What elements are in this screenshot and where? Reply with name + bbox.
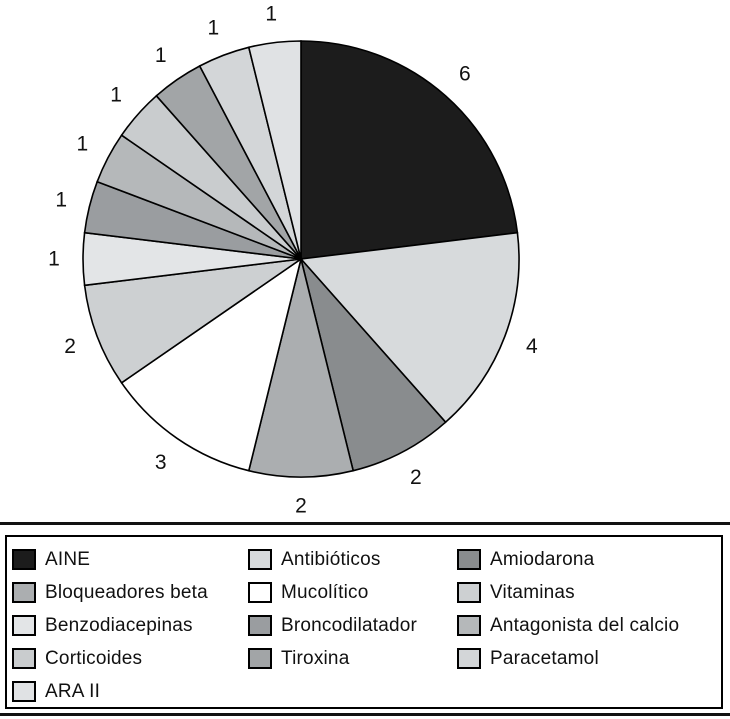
legend-swatch-vitaminas [457,582,481,603]
pie-slice-bloqueadores-beta [247,258,355,478]
pie-slice-antibioticos [299,231,520,424]
figure-bottom-rule [0,713,730,716]
legend-item-amiodarona: Amiodarona [457,543,679,576]
pie-slice-ara-ii [247,40,302,260]
legend-item-vitaminas: Vitaminas [457,576,679,609]
legend-swatch-paracetamol [457,648,481,669]
legend-label-benzodiacepinas: Benzodiacepinas [45,614,193,636]
value-label-vitaminas: 2 [64,335,76,358]
legend-swatch-benzodiacepinas [12,615,36,636]
pie-svg: 6 4 2 2 3 2 1 1 1 1 1 1 1 [48,2,538,518]
legend-label-antagonista-del-calcio: Antagonista del calcio [490,614,680,636]
legend-column-1: AINE Bloqueadores beta Benzodiacepinas Cort… [12,543,208,708]
legend-top-rule [0,522,730,525]
legend-swatch-amiodarona [457,549,481,570]
pie-slice-vitaminas [83,258,302,384]
value-label-antibioticos: 4 [526,335,538,358]
pie-slice-aine [300,40,519,260]
legend-label-tiroxina: Tiroxina [281,647,350,669]
value-label-tiroxina: 1 [155,44,167,67]
value-label-amiodarona: 2 [410,466,422,489]
legend-label-paracetamol: Paracetamol [490,647,599,669]
legend-item-benzodiacepinas: Benzodiacepinas [12,609,208,642]
value-label-corticoides: 1 [110,84,122,107]
legend-swatch-tiroxina [248,648,272,669]
legend-label-amiodarona: Amiodarona [490,548,595,570]
legend-label-corticoides: Corticoides [45,647,143,669]
value-label-broncodilatador: 1 [55,188,67,211]
value-label-paracetamol: 1 [208,17,220,40]
legend-label-bloqueadores-beta: Bloqueadores beta [45,581,208,603]
legend-swatch-bloqueadores-beta [12,582,36,603]
legend-item-paracetamol: Paracetamol [457,642,679,675]
legend-item-mucolitico: Mucolítico [248,576,417,609]
legend-item-tiroxina: Tiroxina [248,642,417,675]
legend-item-broncodilatador: Broncodilatador [248,609,417,642]
value-label-aine: 6 [459,63,471,86]
value-label-bloqueadores-beta: 2 [295,495,307,518]
legend-item-ara-ii: ARA II [12,675,208,708]
value-label-antagonista-del-calcio: 1 [76,133,88,156]
legend-swatch-antagonista-del-calcio [457,615,481,636]
legend-label-vitaminas: Vitaminas [490,581,575,603]
legend-swatch-antibioticos [248,549,272,570]
legend-label-mucolitico: Mucolítico [281,581,369,603]
legend-label-antibioticos: Antibióticos [281,548,381,570]
legend-label-ara-ii: ARA II [45,680,101,702]
legend-item-antagonista-del-calcio: Antagonista del calcio [457,609,679,642]
value-label-ara-ii: 1 [265,2,277,25]
legend-column-3: Amiodarona Vitaminas Antagonista del calci… [457,543,679,675]
legend-box: AINE Bloqueadores beta Benzodiacepinas Cort… [5,535,723,709]
legend-item-bloqueadores-beta: Bloqueadores beta [12,576,208,609]
legend-item-corticoides: Corticoides [12,642,208,675]
legend-swatch-broncodilatador [248,615,272,636]
legend-label-broncodilatador: Broncodilatador [281,614,418,636]
value-label-mucolitico: 3 [155,451,167,474]
legend-swatch-aine [12,549,36,570]
pie-slice-amiodarona [300,258,447,472]
pie-slice-mucolitico [120,257,303,472]
legend-column-2: Antibióticos Mucolítico Broncodilatador Tir… [248,543,417,675]
legend-label-aine: AINE [45,548,91,570]
value-label-benzodiacepinas: 1 [48,248,60,271]
legend-item-antibioticos: Antibióticos [248,543,417,576]
legend-item-aine: AINE [12,543,208,576]
legend-swatch-ara-ii [12,681,36,702]
legend-swatch-mucolitico [248,582,272,603]
legend-swatch-corticoides [12,648,36,669]
